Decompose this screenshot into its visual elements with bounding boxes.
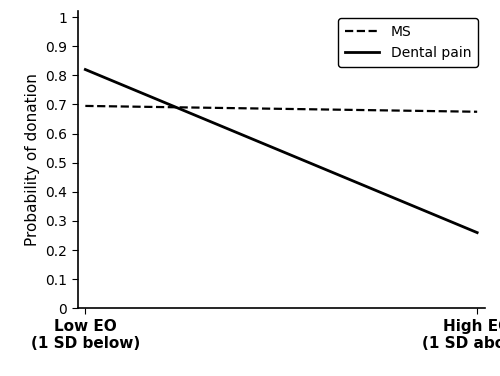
Legend: MS, Dental pain: MS, Dental pain	[338, 18, 478, 67]
Y-axis label: Probability of donation: Probability of donation	[24, 73, 40, 246]
